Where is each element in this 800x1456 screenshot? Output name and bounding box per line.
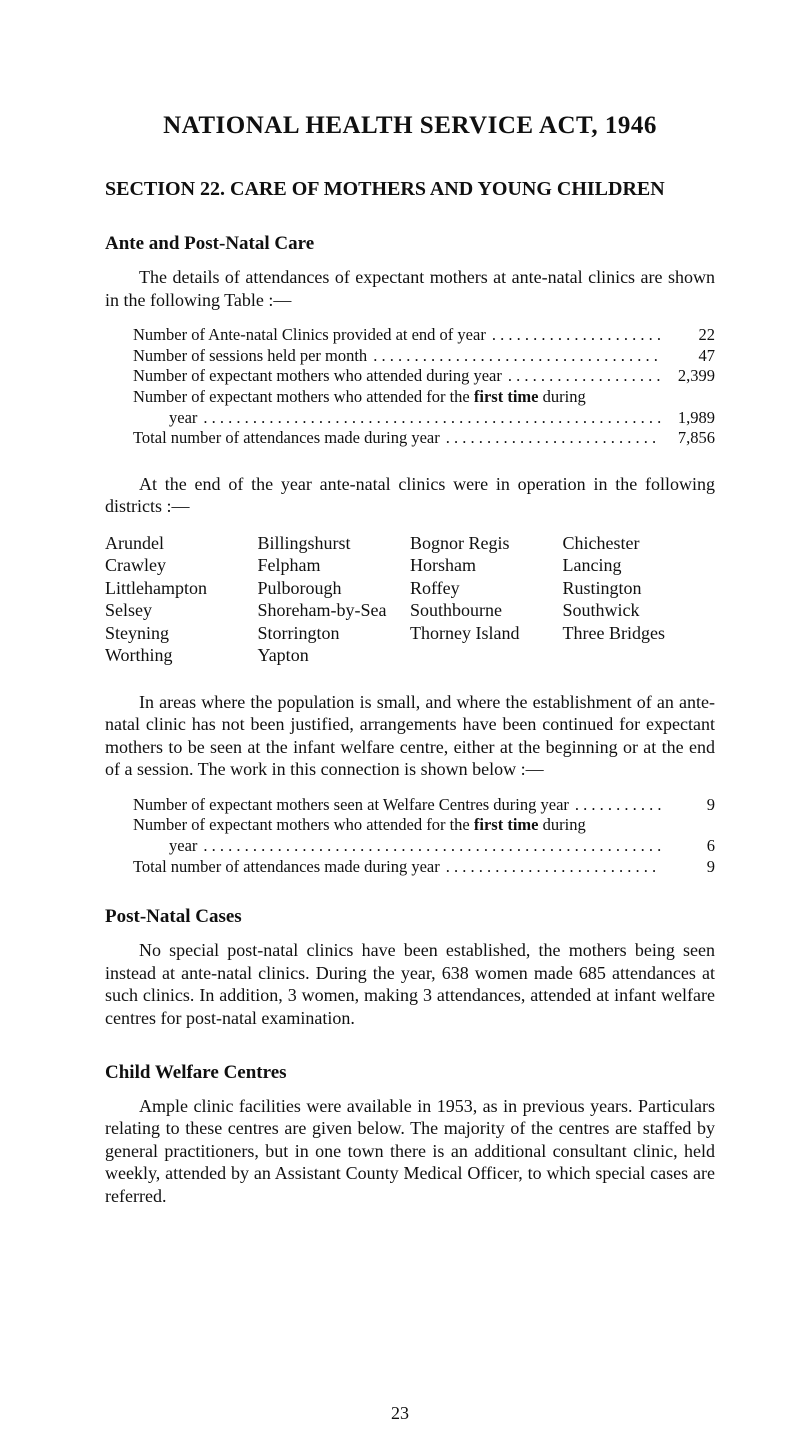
stat-value: 2,399 (661, 366, 715, 387)
district-cell: Southwick (563, 599, 716, 622)
ante-para-small-pop: In areas where the population is small, … (105, 691, 715, 781)
stat-label: Number of sessions held per month (133, 346, 367, 367)
page-number: 23 (0, 1402, 800, 1425)
stat-row: Number of expectant mothers who attended… (133, 366, 715, 387)
district-row: CrawleyFelphamHorshamLancing (105, 554, 715, 577)
leader-dots (367, 346, 661, 367)
stat-value: 1,989 (661, 408, 715, 429)
district-cell: Arundel (105, 532, 258, 555)
stat-label: Number of expectant mothers who attended… (133, 387, 586, 408)
stat-label: year (133, 408, 197, 429)
ante-heading: Ante and Post-Natal Care (105, 232, 715, 256)
district-cell: Southbourne (410, 599, 563, 622)
district-cell: Selsey (105, 599, 258, 622)
district-cell: Littlehampton (105, 577, 258, 600)
stat-value: 7,856 (661, 428, 715, 449)
stat-value: 22 (661, 325, 715, 346)
district-cell: Shoreham-by-Sea (258, 599, 411, 622)
ante-stats2-block: Number of expectant mothers seen at Welf… (133, 795, 715, 878)
child-welfare-para: Ample clinic facilities were available i… (105, 1095, 715, 1208)
stat-row: Number of sessions held per month 47 (133, 346, 715, 367)
leader-dots (197, 408, 661, 429)
leader-dots (502, 366, 661, 387)
postnatal-heading: Post-Natal Cases (105, 905, 715, 929)
leader-dots (440, 428, 661, 449)
district-row: ArundelBillingshurstBognor RegisChichest… (105, 532, 715, 555)
district-cell (563, 644, 716, 667)
district-cell: Horsham (410, 554, 563, 577)
district-cell: Steyning (105, 622, 258, 645)
district-cell: Felpham (258, 554, 411, 577)
document-page: NATIONAL HEALTH SERVICE ACT, 1946 SECTIO… (0, 0, 800, 1456)
stat-row: Number of expectant mothers seen at Welf… (133, 795, 715, 816)
district-cell: Bognor Regis (410, 532, 563, 555)
district-cell: Lancing (563, 554, 716, 577)
stat-label: year (133, 836, 197, 857)
stat-row: Number of Ante-natal Clinics provided at… (133, 325, 715, 346)
stat-label: Number of expectant mothers who attended… (133, 366, 502, 387)
stat-row: Total number of attendances made during … (133, 857, 715, 878)
stat-row: Number of expectant mothers who attended… (133, 815, 715, 836)
district-row: LittlehamptonPulboroughRoffeyRustington (105, 577, 715, 600)
stat-label: Number of expectant mothers seen at Welf… (133, 795, 569, 816)
district-cell: Yapton (258, 644, 411, 667)
district-cell: Thorney Island (410, 622, 563, 645)
stat-label: Total number of attendances made during … (133, 857, 440, 878)
district-row: SteyningStorringtonThorney IslandThree B… (105, 622, 715, 645)
stat-row: year 6 (133, 836, 715, 857)
stat-label: Number of expectant mothers who attended… (133, 815, 586, 836)
district-cell: Roffey (410, 577, 563, 600)
stat-value: 47 (661, 346, 715, 367)
child-welfare-heading: Child Welfare Centres (105, 1061, 715, 1085)
stat-label: Total number of attendances made during … (133, 428, 440, 449)
stat-row: Total number of attendances made during … (133, 428, 715, 449)
district-cell: Crawley (105, 554, 258, 577)
district-cell: Rustington (563, 577, 716, 600)
districts-grid: ArundelBillingshurstBognor RegisChichest… (105, 532, 715, 667)
district-cell: Pulborough (258, 577, 411, 600)
leader-dots (440, 857, 661, 878)
leader-dots (486, 325, 661, 346)
stat-value: 9 (661, 795, 715, 816)
leader-dots (197, 836, 661, 857)
leader-dots (569, 795, 661, 816)
district-row: WorthingYapton (105, 644, 715, 667)
district-cell: Chichester (563, 532, 716, 555)
district-cell: Three Bridges (563, 622, 716, 645)
postnatal-para: No special post-natal clinics have been … (105, 939, 715, 1029)
stat-row: year 1,989 (133, 408, 715, 429)
stat-value: 9 (661, 857, 715, 878)
district-cell: Worthing (105, 644, 258, 667)
stat-label: Number of Ante-natal Clinics provided at… (133, 325, 486, 346)
stat-row: Number of expectant mothers who attended… (133, 387, 715, 408)
district-cell: Storrington (258, 622, 411, 645)
district-row: SelseyShoreham-by-SeaSouthbourneSouthwic… (105, 599, 715, 622)
section-title: SECTION 22. CARE OF MOTHERS AND YOUNG CH… (105, 177, 715, 202)
ante-districts-intro: At the end of the year ante-natal clinic… (105, 473, 715, 518)
ante-para-intro: The details of attendances of expectant … (105, 266, 715, 311)
ante-stats-block: Number of Ante-natal Clinics provided at… (133, 325, 715, 449)
stat-value: 6 (661, 836, 715, 857)
doc-title: NATIONAL HEALTH SERVICE ACT, 1946 (105, 110, 715, 141)
district-cell: Billingshurst (258, 532, 411, 555)
district-cell (410, 644, 563, 667)
